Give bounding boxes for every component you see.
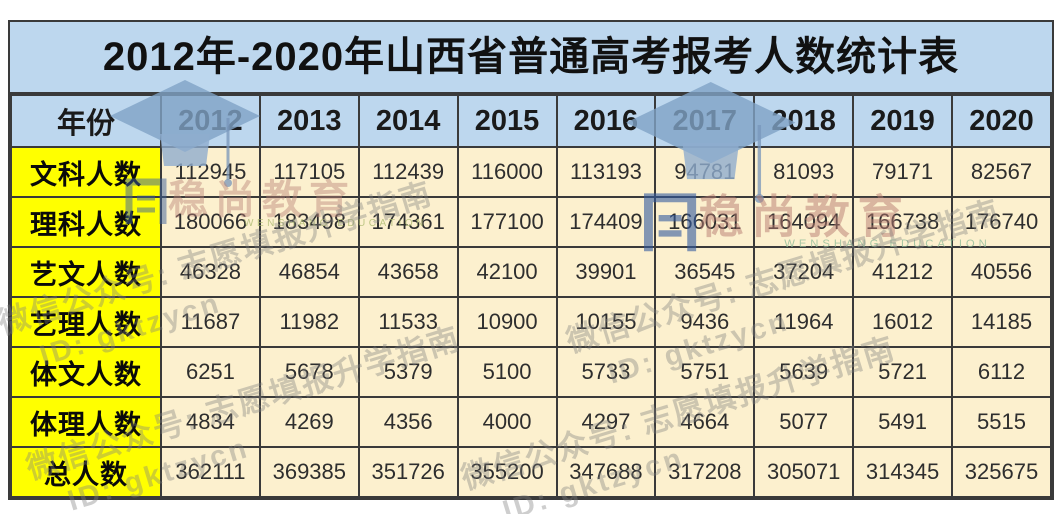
data-cell: 42100 [456,246,558,298]
data-cell: 164094 [753,196,855,248]
data-cell: 362111 [160,446,261,498]
data-cell: 176740 [951,196,1052,248]
data-cell: 5733 [555,346,657,398]
data-cell: 305071 [753,446,855,498]
data-cell: 36545 [654,246,756,298]
data-cell: 5100 [456,346,558,398]
data-cell: 317208 [654,446,756,498]
year-header-cell: 2020 [951,94,1052,148]
data-cell: 41212 [852,246,953,298]
row-label: 艺理人数 [10,296,162,348]
data-cell: 10900 [456,296,558,348]
data-cell: 16012 [852,296,953,348]
data-cell: 39901 [555,246,657,298]
data-cell: 81093 [753,146,855,198]
stats-table: 年份 2012 2013 2014 2015 2016 2017 2018 2019 2020 文… [10,94,1052,498]
year-header-cell: 2014 [357,94,459,148]
data-cell: 116000 [456,146,558,198]
data-cell: 5721 [852,346,953,398]
data-cell: 6251 [160,346,261,398]
table-row: 总人数 362111 369385 351726 355200 347688 317208 3… [10,446,1052,498]
data-cell: 5639 [753,346,855,398]
data-cell: 4356 [357,396,459,448]
data-cell: 6112 [951,346,1052,398]
data-cell: 351726 [357,446,459,498]
data-cell: 177100 [456,196,558,248]
row-label: 总人数 [10,446,162,498]
data-cell: 40556 [951,246,1052,298]
row-label: 体文人数 [10,346,162,398]
data-cell: 5379 [357,346,459,398]
data-cell: 314345 [852,446,953,498]
data-cell: 4834 [160,396,261,448]
data-cell: 14185 [951,296,1052,348]
table-row: 理科人数 180066 183498 174361 177100 174409 166031… [10,196,1052,248]
data-cell: 113193 [555,146,657,198]
year-header-cell: 2015 [456,94,558,148]
data-cell: 94781 [654,146,756,198]
table-row: 艺理人数 11687 11982 11533 10900 10155 9436 11964 16… [10,296,1052,348]
data-cell: 325675 [951,446,1052,498]
data-cell: 166031 [654,196,756,248]
data-cell: 5491 [852,396,953,448]
year-header-cell: 2012 [160,94,261,148]
year-axis-label: 年份 [10,94,162,148]
year-header-cell: 2017 [654,94,756,148]
data-cell: 46854 [258,246,360,298]
data-cell: 5515 [951,396,1052,448]
data-cell: 174409 [555,196,657,248]
data-cell: 11533 [357,296,459,348]
data-cell: 4297 [555,396,657,448]
data-cell: 37204 [753,246,855,298]
data-cell: 11982 [258,296,360,348]
data-cell: 180066 [160,196,261,248]
data-cell: 11964 [753,296,855,348]
table-row: 艺文人数 46328 46854 43658 42100 39901 36545 37204 4… [10,246,1052,298]
data-cell: 43658 [357,246,459,298]
row-label: 艺文人数 [10,246,162,298]
data-cell: 4269 [258,396,360,448]
data-cell: 5678 [258,346,360,398]
year-header-row: 年份 2012 2013 2014 2015 2016 2017 2018 2019 2020 [10,94,1052,148]
data-cell: 11687 [160,296,261,348]
table-row: 体文人数 6251 5678 5379 5100 5733 5751 5639 5721 6112 [10,346,1052,398]
year-header-cell: 2013 [258,94,360,148]
data-cell: 4664 [654,396,756,448]
data-cell: 174361 [357,196,459,248]
table-row: 文科人数 112945 117105 112439 116000 113193 94781 8… [10,146,1052,198]
data-cell: 369385 [258,446,360,498]
year-header-cell: 2016 [555,94,657,148]
data-cell: 355200 [456,446,558,498]
data-cell: 166738 [852,196,953,248]
data-cell: 79171 [852,146,953,198]
data-cell: 4000 [456,396,558,448]
row-label: 体理人数 [10,396,162,448]
data-cell: 5751 [654,346,756,398]
row-label: 文科人数 [10,146,162,198]
data-cell: 10155 [555,296,657,348]
year-header-cell: 2019 [852,94,953,148]
page-title: 2012年-2020年山西省普通高考报考人数统计表 [10,22,1052,94]
data-cell: 112945 [160,146,261,198]
year-header-cell: 2018 [753,94,855,148]
stats-panel: 2012年-2020年山西省普通高考报考人数统计表 年份 2012 2013 2014… [8,20,1054,500]
data-cell: 183498 [258,196,360,248]
data-cell: 347688 [555,446,657,498]
table-row: 体理人数 4834 4269 4356 4000 4297 4664 5077 5491 5515 [10,396,1052,448]
data-cell: 117105 [258,146,360,198]
data-cell: 82567 [951,146,1052,198]
data-cell: 46328 [160,246,261,298]
data-cell: 112439 [357,146,459,198]
data-cell: 9436 [654,296,756,348]
row-label: 理科人数 [10,196,162,248]
data-cell: 5077 [753,396,855,448]
